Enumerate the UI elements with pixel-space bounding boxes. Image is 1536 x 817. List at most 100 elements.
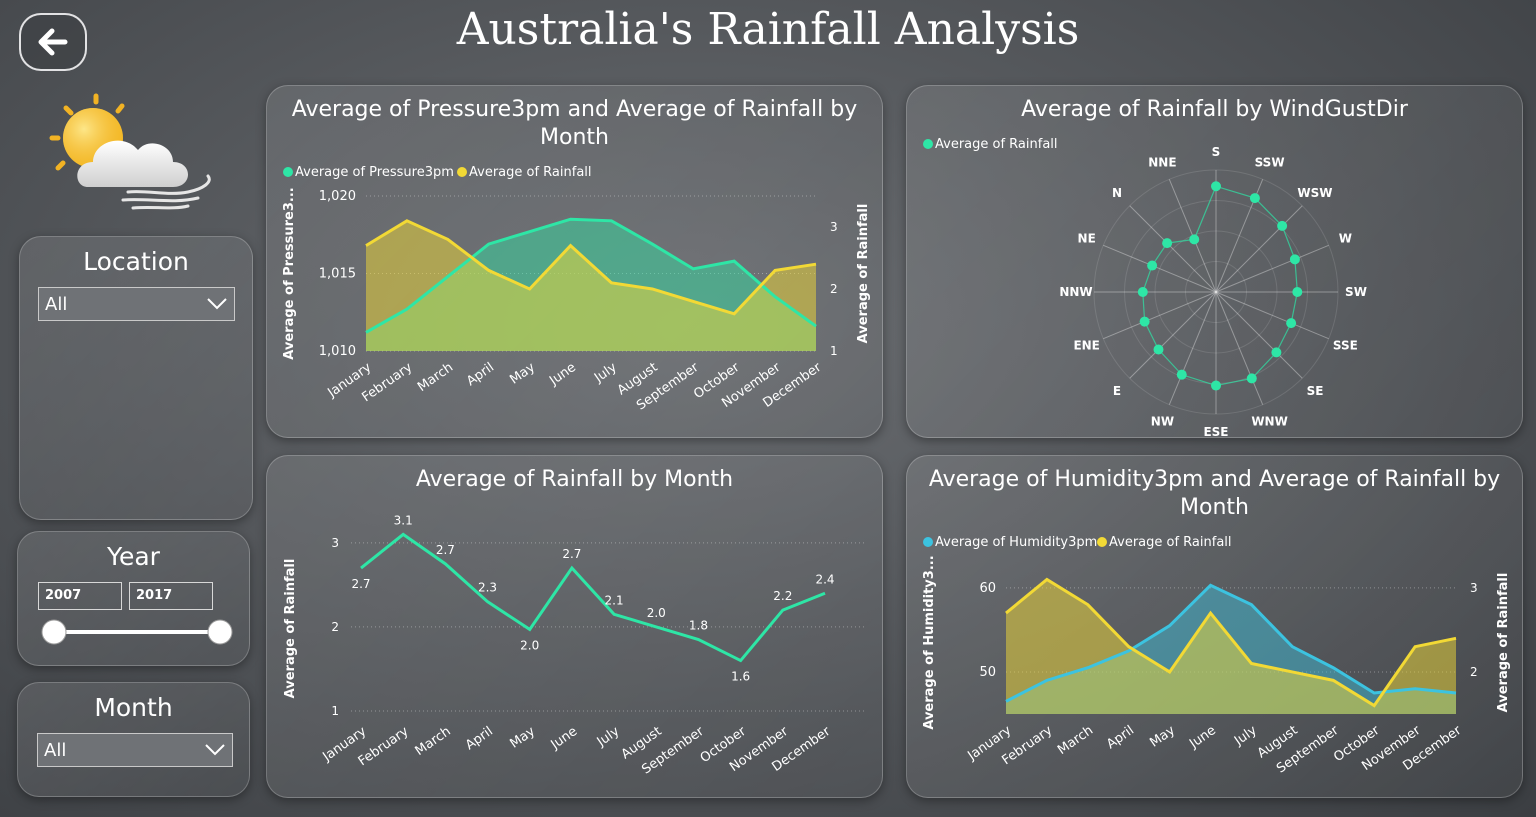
back-button[interactable] (19, 13, 87, 71)
y2-tick-label: 2 (830, 282, 838, 296)
radar-axis-label: SSW (1255, 156, 1285, 170)
radar-axis-label: S (1212, 145, 1221, 159)
month-value: All (44, 740, 67, 761)
chevron-down-icon (207, 298, 227, 310)
x-tick-label: April (1104, 723, 1137, 752)
series-line (365, 217, 817, 334)
radar-axis-label: W (1339, 231, 1352, 245)
data-label: 2.0 (520, 638, 539, 652)
legend-marker (923, 537, 933, 547)
radar-spoke (1168, 291, 1217, 405)
y-axis-title: Average of Humidity3... (922, 555, 937, 729)
radar-spoke (1103, 291, 1217, 340)
sun-cloud-wind-icon (49, 93, 211, 210)
radar-spoke (1129, 291, 1217, 379)
radar-point (1292, 287, 1303, 297)
y-tick-label: 2 (331, 620, 339, 634)
series-area (366, 220, 816, 351)
year-to-input[interactable]: 2017 (129, 582, 213, 610)
data-label: 2.0 (647, 606, 666, 620)
year-range-slider[interactable] (38, 616, 238, 648)
radar-point (1286, 318, 1297, 329)
x-tick-label: June (548, 724, 581, 753)
data-label: 1.6 (731, 670, 750, 684)
radar-axis-label: NE (1078, 231, 1096, 245)
radar-point (1246, 373, 1257, 384)
data-label: 2.4 (815, 572, 834, 586)
radar-axis-label: SW (1345, 285, 1367, 299)
radar-point (1147, 260, 1158, 271)
legend-label: Average of Rainfall (935, 137, 1058, 152)
radar-axis-label: N (1112, 186, 1122, 200)
x-tick-label: June (546, 360, 579, 389)
legend-label: Average of Humidity3pm (935, 535, 1097, 550)
legend-marker (457, 167, 467, 177)
radar-axis-label: NNE (1148, 156, 1176, 170)
chart-title: Average of Rainfall by Month (415, 467, 734, 492)
radar-axis-label: SSE (1333, 339, 1358, 353)
radar-point (1271, 347, 1282, 358)
radar-point (1139, 316, 1150, 327)
radar-point (1277, 220, 1288, 231)
radar-axis-label: NNW (1059, 285, 1092, 299)
x-tick-label: May (507, 360, 538, 388)
location-label: Location (83, 247, 189, 276)
x-tick-label: April (463, 724, 496, 753)
radar-axis-label: WSW (1297, 186, 1332, 200)
radar-point (1211, 380, 1221, 391)
data-label: 1.8 (689, 619, 708, 633)
radar-point (1176, 369, 1187, 380)
y2-tick-label: 3 (830, 220, 838, 234)
radar-spoke (1215, 291, 1303, 379)
data-label: 3.1 (394, 513, 413, 527)
y-tick-label: 1,010 (319, 344, 356, 359)
x-tick-label: April (464, 360, 497, 389)
location-value: All (45, 294, 68, 315)
month-slicer: Month All (17, 682, 250, 797)
humidity-rainfall-chart-card: Average of Humidity3pm and Average of Ra… (906, 455, 1523, 798)
data-label: 2.7 (436, 543, 455, 557)
y-axis-title: Average of Rainfall (283, 559, 298, 699)
radar-point (1189, 234, 1200, 245)
x-tick-label: June (1186, 723, 1219, 752)
radar-point (1211, 181, 1221, 192)
year-from-input[interactable]: 2007 (38, 582, 122, 610)
back-arrow-icon (38, 28, 68, 56)
radar-ring (1093, 169, 1339, 415)
year-label: Year (107, 542, 160, 571)
radar-ring (1185, 261, 1247, 323)
legend-marker (923, 139, 933, 149)
chevron-down-icon (205, 744, 225, 756)
radar-spoke (1215, 205, 1303, 293)
humidity-rainfall-chart: 50 60 2 3 Average of Humidity3... Average of … (922, 535, 1511, 776)
month-dropdown[interactable]: All (37, 733, 233, 767)
chart-title: Average of Pressure3pm and Average of Ra… (291, 97, 858, 150)
legend-marker (1097, 537, 1107, 547)
month-label: Month (94, 693, 173, 722)
y2-tick-label: 1 (830, 344, 838, 358)
radar-spoke (1215, 291, 1264, 405)
y2-tick-label: 3 (1470, 581, 1478, 595)
x-tick-label: May (1147, 723, 1178, 751)
x-tick-label: July (594, 724, 623, 750)
data-label: 2.7 (562, 547, 581, 561)
y-tick-label: 1,015 (319, 267, 356, 282)
rainfall-line-chart: 1 2 3 Average of Rainfall 2.7 3.1 2.7 2.3 2.0 2.7… (283, 513, 865, 777)
y-tick-label: 1,020 (319, 189, 356, 204)
x-tick-label: July (591, 360, 620, 386)
data-label: 2.2 (773, 589, 792, 603)
series-area (1006, 579, 1456, 714)
radar-spoke (1215, 291, 1329, 340)
windgust-radar-chart: SSSWWSWWSWSSESEWNWESENWEENENNWNENNNEAver… (923, 137, 1367, 439)
legend-label: Average of Rainfall (1109, 535, 1232, 550)
x-tick-label: March (1055, 723, 1096, 758)
legend-label: Average of Pressure3pm (295, 165, 454, 180)
x-tick-label: May (507, 724, 538, 752)
series-line (1005, 583, 1457, 703)
y2-axis-title: Average of Rainfall (1496, 573, 1511, 713)
legend-label: Average of Rainfall (469, 165, 592, 180)
y-tick-label: 1 (331, 704, 339, 718)
location-dropdown[interactable]: All (38, 287, 235, 321)
radar-axis-label: NW (1151, 414, 1174, 428)
radar-axis-label: ESE (1203, 425, 1228, 439)
